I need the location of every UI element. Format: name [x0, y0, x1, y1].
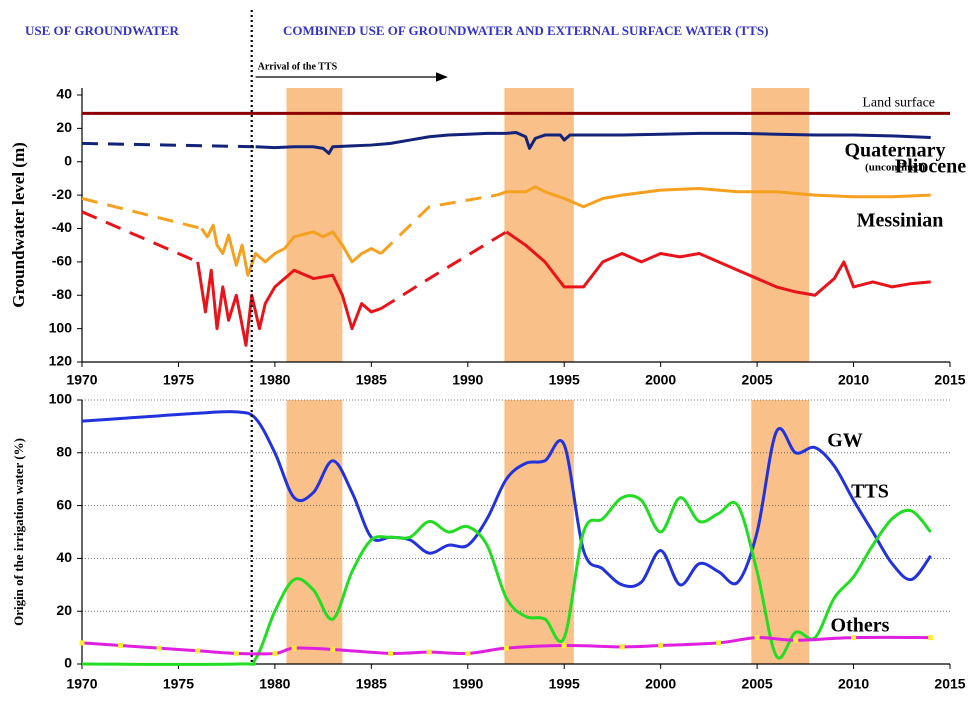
series-line: [196, 261, 382, 347]
x-tick-label: 1970: [66, 676, 97, 692]
series-label: Pliocene: [895, 156, 966, 178]
series-marker: [928, 635, 934, 641]
series-marker: [561, 643, 567, 649]
series-marker: [658, 643, 664, 649]
y-tick-label: 120: [49, 353, 73, 369]
series-line: [255, 131, 931, 155]
series-marker: [851, 635, 857, 641]
y-tick-label: 40: [56, 549, 72, 565]
series-marker: [716, 640, 722, 646]
series-marker: [388, 650, 394, 656]
x-tick-label: 2015: [934, 372, 965, 388]
header: COMBINED USE OF GROUNDWATER AND EXTERNAL…: [283, 23, 768, 38]
series-marker: [426, 649, 432, 655]
series-marker: [79, 640, 85, 646]
x-tick-label: 2005: [742, 676, 773, 692]
y-tick-label: 80: [56, 444, 72, 460]
series-label: GW: [827, 430, 863, 452]
arrow-label: Arrival of the TTS: [258, 61, 338, 72]
series-line: [81, 410, 932, 588]
series-marker: [291, 645, 297, 651]
series-label: Messinian: [857, 210, 944, 232]
x-tick-label: 2005: [742, 372, 773, 388]
y-tick-label: -40: [52, 219, 72, 235]
x-tick-label: 1985: [356, 676, 387, 692]
x-tick-label: 1970: [66, 372, 97, 388]
x-tick-label: 2000: [645, 676, 676, 692]
x-tick-label: 1995: [549, 372, 580, 388]
series-line: [81, 197, 202, 230]
y-tick-label: 100: [49, 319, 73, 335]
x-tick-label: 2010: [838, 372, 869, 388]
header: USE OF GROUNDWATER: [25, 23, 179, 38]
series-note: (unconfined): [865, 162, 925, 174]
y-axis-label: Origin of the irrigation water (%): [11, 438, 26, 626]
series-marker: [195, 648, 201, 654]
x-tick-label: 1995: [549, 676, 580, 692]
series-line: [81, 210, 199, 264]
y-axis-label: Groundwater level (m): [9, 142, 28, 308]
series-marker: [118, 643, 124, 649]
y-tick-label: 0: [64, 152, 72, 168]
series-marker: [619, 644, 625, 650]
y-tick-label: 20: [56, 119, 72, 135]
series-line: [200, 223, 382, 277]
x-tick-label: 1980: [259, 676, 290, 692]
y-tick-label: 100: [49, 391, 73, 407]
series-line: [380, 230, 508, 310]
series-marker: [754, 635, 760, 641]
series-marker: [330, 646, 336, 652]
period-band: [286, 400, 343, 664]
series-line: [81, 494, 932, 666]
series-label: Quaternary: [844, 140, 945, 162]
y-tick-label: 60: [56, 496, 72, 512]
x-tick-label: 2015: [934, 676, 965, 692]
reference-label: Land surface: [862, 96, 935, 111]
x-tick-label: 1990: [452, 676, 483, 692]
period-band: [751, 400, 810, 664]
series-label: TTS: [851, 481, 889, 503]
x-tick-label: 1975: [163, 676, 194, 692]
x-tick-label: 2000: [645, 372, 676, 388]
y-tick-label: -60: [52, 253, 72, 269]
x-tick-label: 1985: [356, 372, 387, 388]
series-marker: [465, 650, 471, 656]
x-tick-label: 1975: [163, 372, 194, 388]
period-band: [504, 400, 574, 664]
series-marker: [272, 650, 278, 656]
series-label: Others: [831, 615, 890, 637]
y-tick-label: 40: [56, 86, 72, 102]
series-marker: [503, 645, 509, 651]
series-marker: [793, 637, 799, 643]
y-tick-label: 20: [56, 602, 72, 618]
series-line: [81, 141, 256, 149]
period-band: [286, 88, 343, 362]
x-tick-label: 1990: [452, 372, 483, 388]
y-tick-label: -20: [52, 186, 72, 202]
y-tick-label: 0: [64, 655, 72, 671]
series-line: [496, 185, 931, 209]
x-tick-label: 1980: [259, 372, 290, 388]
series-line: [505, 230, 931, 297]
series-marker: [233, 650, 239, 656]
x-tick-label: 2010: [838, 676, 869, 692]
period-band: [751, 88, 810, 362]
series-marker: [156, 645, 162, 651]
y-tick-label: -80: [52, 286, 72, 302]
series-line: [379, 193, 497, 255]
period-band: [504, 88, 574, 362]
